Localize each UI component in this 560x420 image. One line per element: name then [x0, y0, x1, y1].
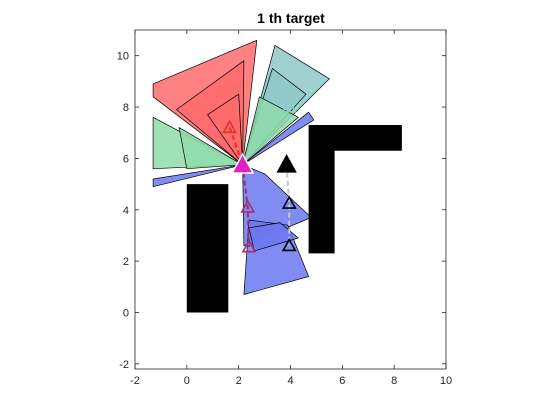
marker-red-triangle: [222, 119, 237, 134]
purple-path: [241, 164, 250, 248]
x-tick-label: -2: [130, 375, 140, 387]
axes: -2 0 2 4 6 8 10 -2 0 2 4 6 8 10: [117, 29, 452, 387]
y-tick-label: 0: [123, 308, 129, 320]
chart-title: 1 th target: [257, 10, 325, 26]
x-tick-label: 10: [440, 375, 452, 387]
marker-black-triangle-2: [281, 237, 297, 252]
green-wedge-right: [242, 96, 299, 166]
marker-black-triangle-1: [281, 195, 297, 209]
marker-teal-triangle: [281, 99, 297, 113]
y-tick-label: 2: [123, 256, 129, 268]
plot-area: [135, 30, 446, 369]
obstacle-right-bracket: [308, 125, 402, 254]
blue-sliver-right: [242, 111, 315, 166]
target-marker: [276, 154, 297, 173]
marker-purple-triangle-1: [240, 199, 256, 213]
gray-path: [285, 164, 291, 246]
x-tick-label: 0: [184, 375, 190, 387]
x-tick-label: 4: [287, 375, 293, 387]
x-tick-label: 2: [236, 375, 242, 387]
blue-wedge-bottom-inner: [248, 222, 299, 252]
blue-sliver-left: [152, 164, 243, 188]
marker-purple-triangle-2: [241, 239, 257, 253]
y-tick-label: 8: [123, 102, 129, 114]
y-tick-label: 6: [123, 153, 129, 165]
y-tick-label: 10: [117, 51, 129, 63]
obstacle-left-pillar: [186, 184, 229, 313]
x-tick-label: 8: [391, 375, 397, 387]
y-tick-label: 4: [123, 205, 129, 217]
y-tick-label: -2: [119, 359, 129, 371]
x-tick-label: 6: [339, 375, 345, 387]
agent-marker: [230, 152, 255, 174]
green-wedge-left-inner: [178, 127, 243, 170]
